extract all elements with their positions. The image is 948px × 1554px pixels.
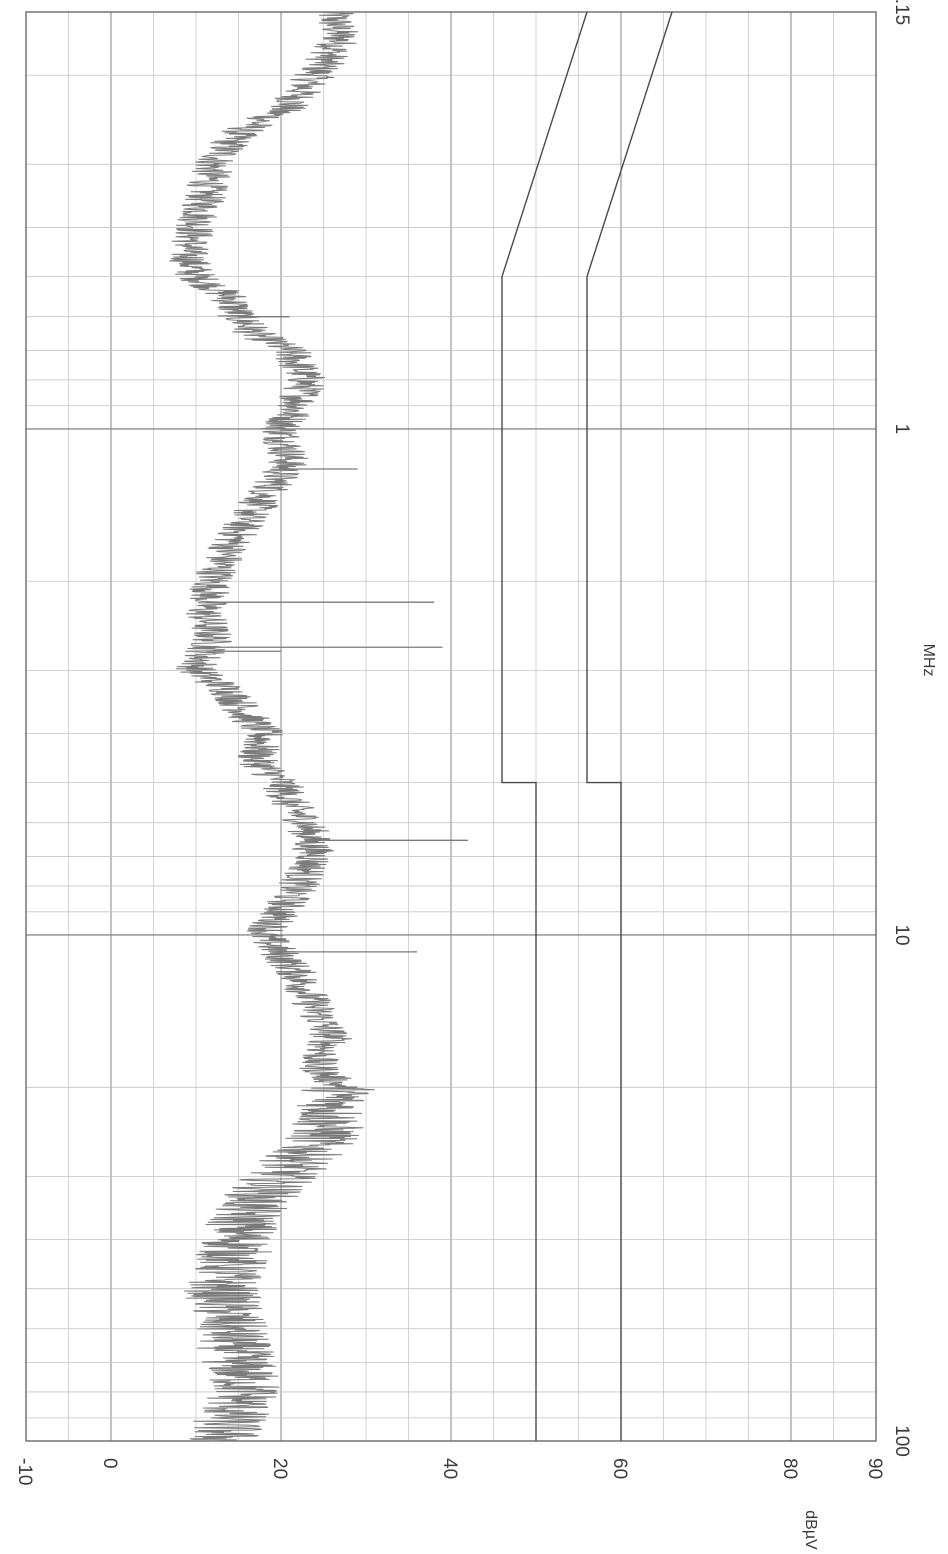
x-tick-label: 1 <box>891 424 912 435</box>
x-tick-label: 10 <box>891 924 912 945</box>
y-tick-label: 80 <box>779 1458 800 1479</box>
limit-line-upper <box>586 11 673 1441</box>
chart-grid <box>25 11 877 1442</box>
y-tick-label: -10 <box>14 1458 35 1485</box>
y-tick-label: 40 <box>439 1458 460 1479</box>
y-tick-label: 60 <box>609 1458 630 1479</box>
y-tick-label: 90 <box>864 1458 885 1479</box>
x-axis-title: MHz <box>920 644 937 677</box>
x-tick-label: 100 <box>891 1425 912 1457</box>
trace-series <box>169 11 375 1442</box>
limit-lines <box>501 11 673 1441</box>
y-axis-title: dBµV <box>802 1510 819 1550</box>
measurement-trace <box>169 11 468 1442</box>
plot-frame <box>25 11 877 1442</box>
y-tick-label: 20 <box>269 1458 290 1479</box>
x-tick-labels: .15 1 10 100 <box>891 0 912 1457</box>
x-tick-label: .15 <box>891 0 912 25</box>
y-tick-label: 0 <box>99 1458 120 1469</box>
y-tick-labels: -10 0 20 40 60 80 90 <box>14 1458 885 1485</box>
limit-line-lower <box>501 11 588 1441</box>
